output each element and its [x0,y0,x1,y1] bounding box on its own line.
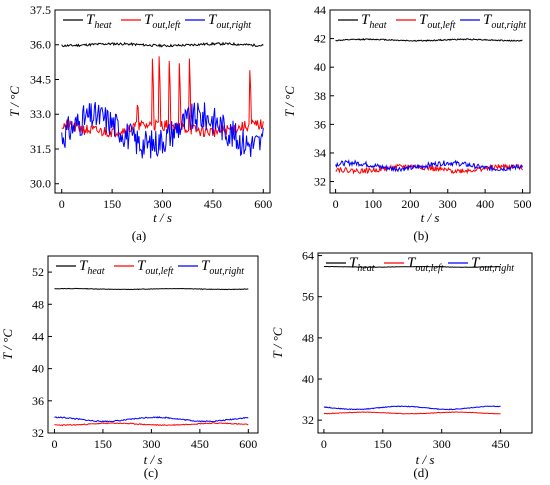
y-tick-label: 44 [32,329,44,343]
panel-caption: (d) [413,465,428,480]
y-tick-label: 40 [302,372,314,386]
y-tick-label: 36 [314,117,326,131]
y-axis-label: T / °C [0,329,15,360]
chart-panel-3: 0 150 300 450 600 32 36 40 44 48 52 t / s T / °C (c) T… [0,255,259,480]
legend-entry: Tout,right [208,12,251,31]
y-tick-label: 64 [302,249,314,263]
x-tick-label: 0 [59,197,65,211]
panel-caption: (c) [144,465,158,480]
x-tick-label: 0 [321,437,327,451]
series-line-heat [335,37,523,42]
legend-entry: Tout,right [471,255,514,274]
chart-panel-4: 0 150 300 450 32 40 48 56 64 t / s T / °C (d) Theat T… [270,249,533,480]
series-line-out-left [61,56,264,138]
chart-panel-1: 0 150 300 450 600 30.0 31.5 33.0 34.5 36.0 37.5 t /… [7,3,272,243]
series-line-out-left [323,411,501,415]
legend-entry: Tout,left [407,255,444,274]
legend-entry: Theat [79,258,105,277]
x-tick-label: 600 [239,437,257,451]
series-line-out-right [61,102,264,159]
y-tick-label: 30.0 [30,177,51,191]
x-axis-label: t / s [144,452,163,467]
plot-frame [329,9,531,194]
x-tick-label: 600 [254,197,272,211]
y-axis-label: T / °C [270,327,285,358]
series-line-out-right [323,405,501,411]
y-tick-label: 32 [302,413,314,427]
y-tick-label: 56 [302,290,314,304]
x-tick-label: 300 [439,197,457,211]
legend-entry: Theat [86,12,112,31]
x-axis-label: t / s [421,210,440,225]
panel-caption: (b) [413,228,428,243]
x-tick-label: 200 [401,197,419,211]
y-tick-label: 40 [314,60,326,74]
y-tick-label: 32 [314,175,326,189]
y-tick-label: 37.5 [30,3,51,17]
series-line-heat [323,265,501,268]
plot-frame [47,255,259,434]
y-tick-label: 36.0 [30,38,51,52]
legend-entry: Tout,left [144,12,181,31]
y-tick-label: 33.0 [30,107,51,121]
legend-entry: Tout,right [483,12,526,31]
series-line-heat [54,287,249,291]
x-tick-label: 450 [191,437,209,451]
y-tick-label: 34.5 [30,72,51,86]
y-axis-label: T / °C [7,86,22,117]
x-tick-label: 0 [51,437,57,451]
legend-entry: Theat [361,12,387,31]
y-tick-label: 44 [314,3,326,17]
plot-frame [317,252,533,434]
x-tick-label: 450 [204,197,222,211]
y-tick-label: 34 [314,146,326,160]
y-tick-label: 32 [32,426,44,440]
y-tick-label: 48 [32,297,44,311]
series-line-out-left [54,422,249,427]
x-tick-label: 0 [333,197,339,211]
x-tick-label: 300 [154,197,172,211]
x-tick-label: 150 [94,437,112,451]
x-tick-label: 500 [514,197,532,211]
y-axis-label: T / °C [282,86,297,117]
legend-entry: Tout,left [137,258,174,277]
y-tick-label: 42 [314,32,326,46]
series-line-heat [61,41,264,48]
x-tick-label: 300 [142,437,160,451]
series-line-out-right [335,159,523,173]
x-tick-label: 150 [103,197,121,211]
y-tick-label: 52 [32,265,44,279]
x-tick-label: 400 [476,197,494,211]
y-tick-label: 31.5 [30,142,51,156]
panel-caption: (a) [132,228,146,243]
legend-entry: Tout,left [419,12,456,31]
x-tick-label: 100 [364,197,382,211]
y-tick-label: 36 [32,394,44,408]
legend-entry: Theat [349,255,375,274]
y-tick-label: 40 [32,362,44,376]
plot-frame [54,9,271,194]
y-tick-label: 48 [302,331,314,345]
legend-entry: Tout,right [201,258,244,277]
x-tick-label: 150 [374,437,392,451]
series-line-out-right [54,416,249,423]
x-tick-label: 450 [492,437,510,451]
x-axis-label: t / s [153,210,172,225]
y-tick-label: 38 [314,89,326,103]
x-tick-label: 300 [433,437,451,451]
x-axis-label: t / s [416,452,435,467]
chart-panel-2: 0 100 200 300 400 500 32 34 36 38 40 42 44 t / s T / °… [282,3,532,243]
